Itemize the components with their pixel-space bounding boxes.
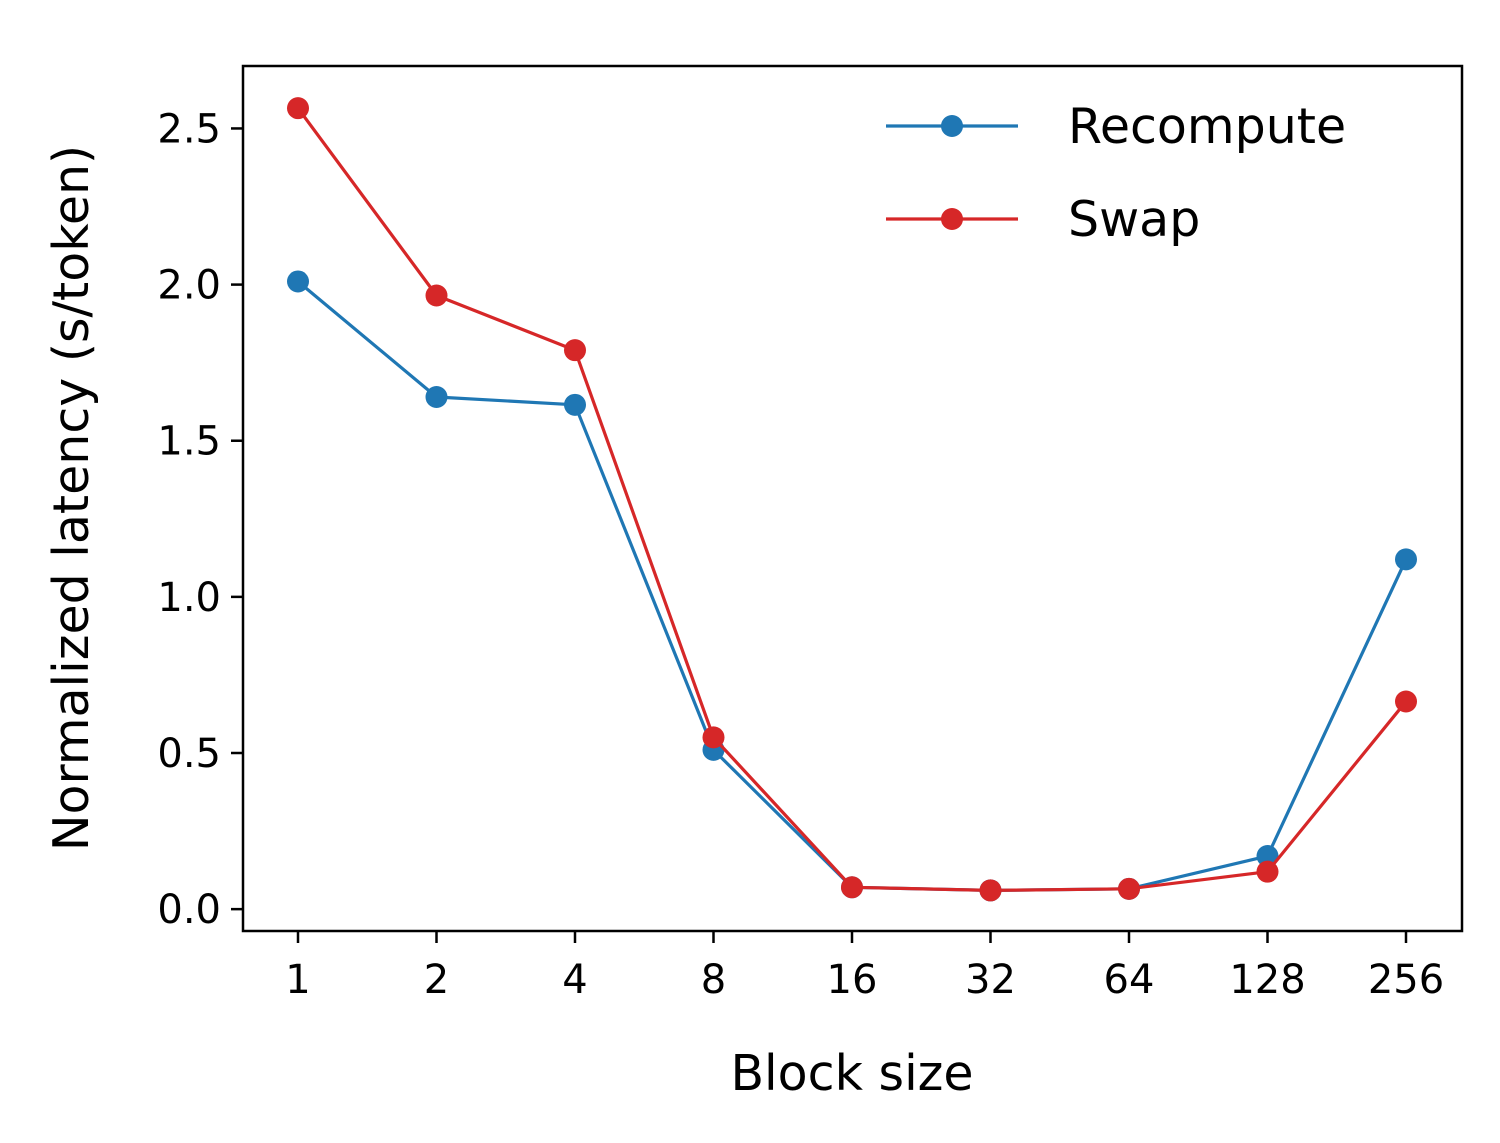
legend-label-swap: Swap [1068,191,1200,248]
series-line-swap [296,107,1408,893]
x-tick-label: 256 [1368,957,1444,1003]
legend-marker-swap [941,208,963,230]
x-tick-label: 16 [827,957,878,1003]
x-tick-label: 2 [424,957,449,1003]
data-point-recompute [1395,548,1417,571]
x-axis-label: Block size [730,1045,973,1102]
y-tick-label: 0.5 [157,731,221,777]
data-point-swap [841,876,863,899]
legend: Recompute Swap [886,98,1346,248]
data-point-swap [564,339,586,362]
x-tick-label: 4 [562,957,587,1003]
x-tick-label: 8 [701,957,726,1003]
data-point-recompute [287,270,309,293]
data-point-swap [979,879,1002,902]
y-tick-label: 2.5 [157,106,221,152]
x-tick-label: 128 [1229,957,1305,1003]
data-point-swap [425,284,448,307]
data-point-swap [287,97,309,120]
data-point-recompute [1256,845,1279,868]
x-tick-label: 64 [1104,957,1155,1003]
x-tick-label: 32 [965,957,1016,1003]
plot-area [287,97,1417,902]
data-point-swap [702,726,725,749]
data-point-swap [1118,877,1140,900]
data-point-recompute [564,393,586,416]
legend-label-recompute: Recompute [1068,98,1346,155]
series-line-recompute [296,280,1408,893]
data-point-swap [1256,860,1279,883]
y-tick-label: 1.5 [157,419,221,465]
legend-marker-recompute [941,115,963,137]
data-point-swap [1395,690,1417,713]
x-tick-label: 1 [285,957,310,1003]
y-axis-label: Normalized latency (s/token) [43,145,100,851]
data-point-recompute [425,386,448,409]
axes: 1 2 4 8 16 32 64 128 256 0.0 0.5 1.0 1.5 2.0 2.5 [157,64,1464,1003]
plot-frame [241,64,1464,933]
y-tick-label: 1.0 [157,575,221,621]
y-tick-label: 0.0 [157,887,221,933]
y-tick-label: 2.0 [157,263,221,309]
